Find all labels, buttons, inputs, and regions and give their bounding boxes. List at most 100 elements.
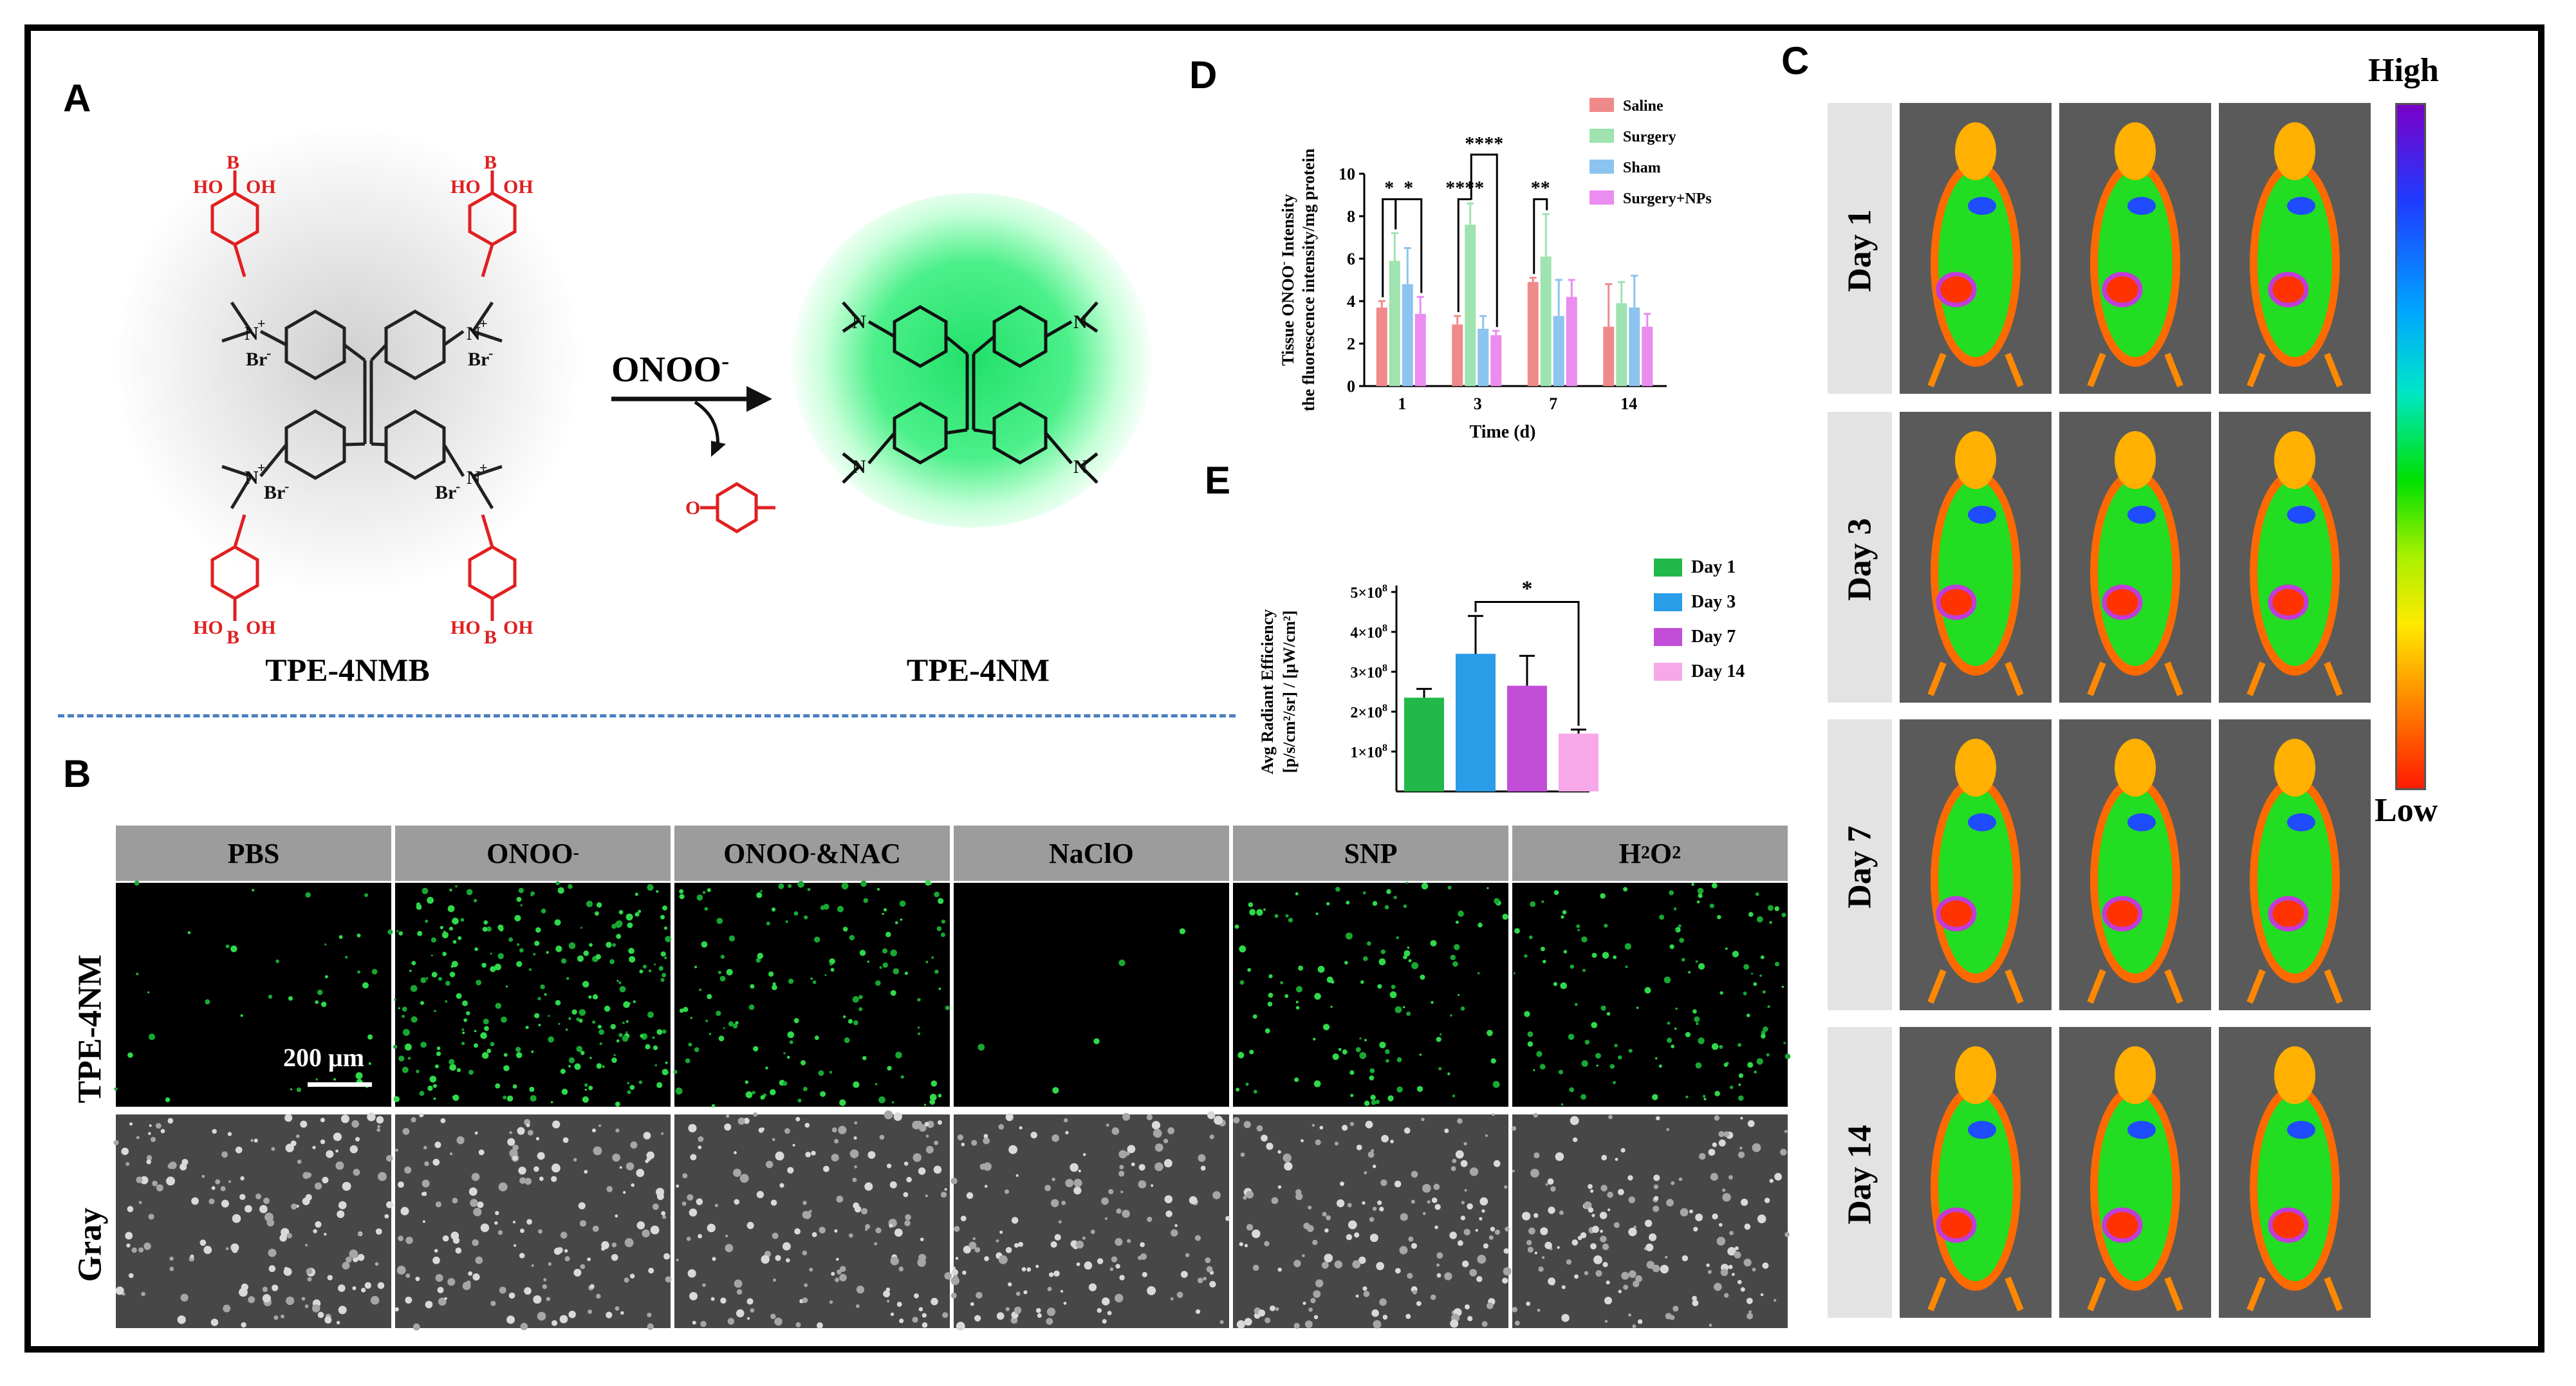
fluorescent-cell — [533, 953, 536, 956]
cell-cluster — [317, 1311, 324, 1318]
cell-cluster — [756, 1190, 764, 1199]
cell-cluster — [1005, 1113, 1014, 1122]
fluorescent-cell — [613, 1054, 616, 1057]
cell-cluster — [419, 1113, 424, 1118]
cell-cluster — [1526, 1301, 1531, 1306]
fluorescent-cell — [900, 1075, 904, 1079]
cell-cluster — [1550, 1186, 1556, 1192]
fluorescent-cell — [1093, 1038, 1100, 1044]
cell-cluster — [1153, 1129, 1162, 1138]
fluorescent-cell — [938, 1093, 942, 1098]
cell-cluster — [551, 1163, 561, 1173]
fluorescent-cell — [315, 1000, 319, 1004]
fluorescent-cell — [704, 907, 709, 911]
cell-cluster — [1301, 1139, 1304, 1143]
cell-cluster — [903, 1161, 909, 1166]
fluorescent-cell — [625, 1020, 629, 1023]
fluorescent-cell — [814, 1035, 819, 1040]
cell-cluster — [518, 1167, 526, 1175]
mouse-leg — [2324, 353, 2343, 387]
fluorescent-cell — [820, 1091, 826, 1097]
cell-cluster — [839, 1273, 847, 1282]
bar — [1527, 282, 1539, 386]
cell-cluster — [1212, 1191, 1221, 1199]
fluorescent-cell — [535, 927, 541, 933]
cell-cluster — [1637, 1319, 1643, 1324]
cell-cluster — [435, 1201, 442, 1208]
significance-bracket — [1474, 601, 1580, 726]
cell-cluster — [215, 1179, 221, 1185]
cell-cluster — [358, 1232, 362, 1236]
cell-cluster — [548, 1262, 552, 1266]
fluorescent-cell — [362, 982, 369, 989]
fluorescent-cell — [1577, 929, 1580, 932]
fluorescent-cell — [1280, 981, 1284, 984]
cell-cluster — [1618, 1289, 1622, 1293]
fluorescent-cell — [411, 961, 416, 966]
fluorescent-cell — [625, 913, 633, 921]
cell-cluster — [856, 1286, 865, 1294]
cell-cluster — [579, 1220, 587, 1227]
cell-cluster — [1372, 1164, 1376, 1169]
mouse-head — [2274, 1046, 2315, 1104]
fluorescent-cell — [750, 984, 755, 989]
bar — [1553, 316, 1564, 386]
legend-label: Saline — [1623, 98, 1663, 115]
cell-cluster — [710, 1297, 715, 1301]
fluorescent-cell — [1738, 1095, 1744, 1101]
fluorescent-cell — [571, 1009, 577, 1015]
cell-cluster — [854, 1121, 858, 1125]
svg-text:+: + — [479, 459, 488, 476]
cell-cluster — [1225, 1215, 1230, 1221]
fluorescent-cell — [1730, 1086, 1734, 1089]
cell-cluster — [1349, 1122, 1355, 1126]
fluorescent-cell — [1678, 924, 1682, 928]
cell-cluster — [263, 1197, 270, 1205]
cell-cluster — [1167, 1127, 1175, 1134]
cell-cluster — [1075, 1241, 1084, 1249]
cell-cluster — [1405, 1313, 1411, 1319]
y-tick-label: 1×108 — [1350, 743, 1387, 761]
y-tick-label: 4 — [1347, 292, 1355, 311]
legend-label: Day 1 — [1691, 557, 1736, 577]
cell-cluster — [1599, 1212, 1608, 1219]
fluorescent-cell — [1524, 1011, 1530, 1017]
cell-cluster — [424, 1161, 429, 1167]
cell-cluster — [342, 1262, 350, 1270]
fluorescent-cell — [1419, 1053, 1422, 1056]
fluorescent-cell — [1719, 991, 1723, 995]
cell-cluster — [190, 1254, 194, 1259]
cell-cluster — [631, 1183, 635, 1187]
cell-cluster — [1708, 1149, 1716, 1156]
cell-cluster — [167, 1163, 174, 1169]
cell-cluster — [375, 1262, 379, 1266]
fluorescent-cell — [324, 943, 327, 946]
col-header-pbs: PBS — [116, 826, 391, 881]
fluorescent-cell — [431, 954, 433, 957]
fluorescent-cell — [449, 927, 454, 931]
cell-cluster — [692, 1320, 696, 1325]
cell-cluster — [1005, 1189, 1010, 1194]
fluorescent-cell — [665, 1061, 668, 1064]
cell-cluster — [1530, 1169, 1539, 1178]
cell-cluster — [606, 1311, 613, 1318]
cell-cluster — [527, 1129, 533, 1136]
cell-cluster — [509, 1131, 512, 1134]
cell-cluster — [642, 1229, 650, 1238]
fluorescent-cell — [752, 1091, 755, 1095]
fluorescent-cell — [875, 980, 881, 986]
cell-cluster — [954, 1226, 960, 1232]
cell-cluster — [864, 1182, 873, 1191]
significance-star: * — [1384, 178, 1394, 199]
cell-cluster — [1311, 1123, 1315, 1127]
cell-cluster — [1548, 1206, 1555, 1214]
cell-cluster — [1373, 1320, 1382, 1329]
fluorescent-cell — [1389, 991, 1397, 999]
fluorescent-cell — [452, 1095, 459, 1102]
tumor-roi-circle — [2102, 272, 2143, 308]
cell-cluster — [272, 1284, 279, 1291]
cell-cluster — [1707, 1270, 1712, 1274]
cell-cluster — [736, 1289, 743, 1295]
cell-cluster — [447, 1278, 456, 1286]
